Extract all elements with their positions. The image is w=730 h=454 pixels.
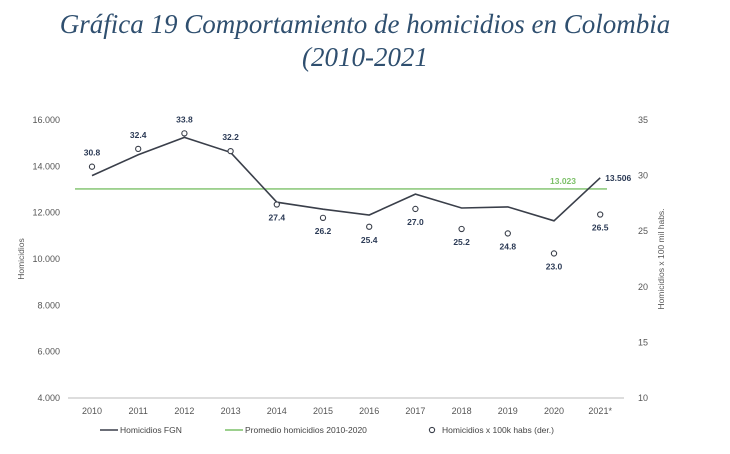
y2-tick-label: 20 [638,282,648,292]
rate-data-label: 27.0 [407,217,424,227]
rate-marker [597,211,604,218]
y2-tick-label: 25 [638,226,648,236]
y-tick-label: 14.000 [32,161,60,171]
legend-average-label: Promedio homicidios 2010-2020 [245,425,367,435]
y-tick-label: 12.000 [32,208,60,218]
average-data-label: 13.023 [550,176,576,186]
rate-marker [319,214,327,222]
rate-marker [181,130,188,137]
rate-data-label: 27.4 [269,213,286,223]
chart-title-line1: Gráfica 19 Comportamiento de homicidios … [59,9,671,39]
fgn-homicides-line [91,136,601,222]
y-tick-label: 16.000 [32,115,60,125]
x-tick-label: 2012 [174,406,194,416]
rate-data-label: 26.2 [315,226,332,236]
rate-marker [366,223,373,230]
rate-data-label: 23.0 [546,261,563,271]
y2-tick-label: 30 [638,171,648,181]
x-tick-label: 2011 [129,406,148,416]
rate-data-label: 33.8 [176,114,193,124]
y-axis-title: Homicidios [16,238,26,280]
rate-data-label: 32.4 [130,130,147,140]
chart-title-line2: (2010-2021 [302,42,428,72]
x-tick-label: 2014 [267,406,287,416]
x-tick-label: 2019 [498,406,518,416]
x-tick-label: 2016 [359,406,379,416]
rate-marker [458,225,465,233]
legend-rate-label: Homicidios x 100k habs (der.) [442,425,554,435]
rate-data-label: 25.4 [361,235,378,245]
y2-tick-label: 15 [638,337,648,347]
rate-marker [227,147,234,155]
rate-marker [88,163,96,170]
legend-fgn-label: Homicidios FGN [120,425,182,435]
rate-marker [504,230,511,237]
y2-tick-label: 35 [638,115,648,125]
y-tick-label: 6.000 [37,347,60,357]
x-tick-label: 2017 [405,406,425,416]
rate-marker [135,145,142,153]
fgn-data-label: 13.506 [605,173,631,183]
chart-title: Gráfica 19 Comportamiento de homicidios … [0,8,730,74]
y2-tick-label: 10 [638,393,648,403]
rate-marker [412,205,419,213]
x-tick-label: 2018 [452,406,472,416]
x-tick-label: 2015 [313,406,333,416]
rate-marker [273,201,280,208]
x-tick-label: 2013 [221,406,241,416]
rate-data-label: 30.8 [84,148,101,158]
rate-data-label: 32.2 [222,132,239,142]
y2-axis-title: Homicidios x 100 mil habs. [656,208,666,309]
x-tick-label: 2021* [588,406,612,416]
y-tick-label: 4.000 [37,393,60,403]
rate-data-label: 26.5 [592,223,609,233]
y-tick-label: 8.000 [37,300,60,310]
y-tick-label: 10.000 [32,254,60,264]
rate-marker [550,250,558,257]
rate-data-label: 24.8 [500,241,517,251]
rate-data-label: 25.2 [453,237,470,247]
legend-rate-swatch [428,426,436,434]
x-tick-label: 2020 [544,406,564,416]
x-tick-label: 2010 [82,406,102,416]
